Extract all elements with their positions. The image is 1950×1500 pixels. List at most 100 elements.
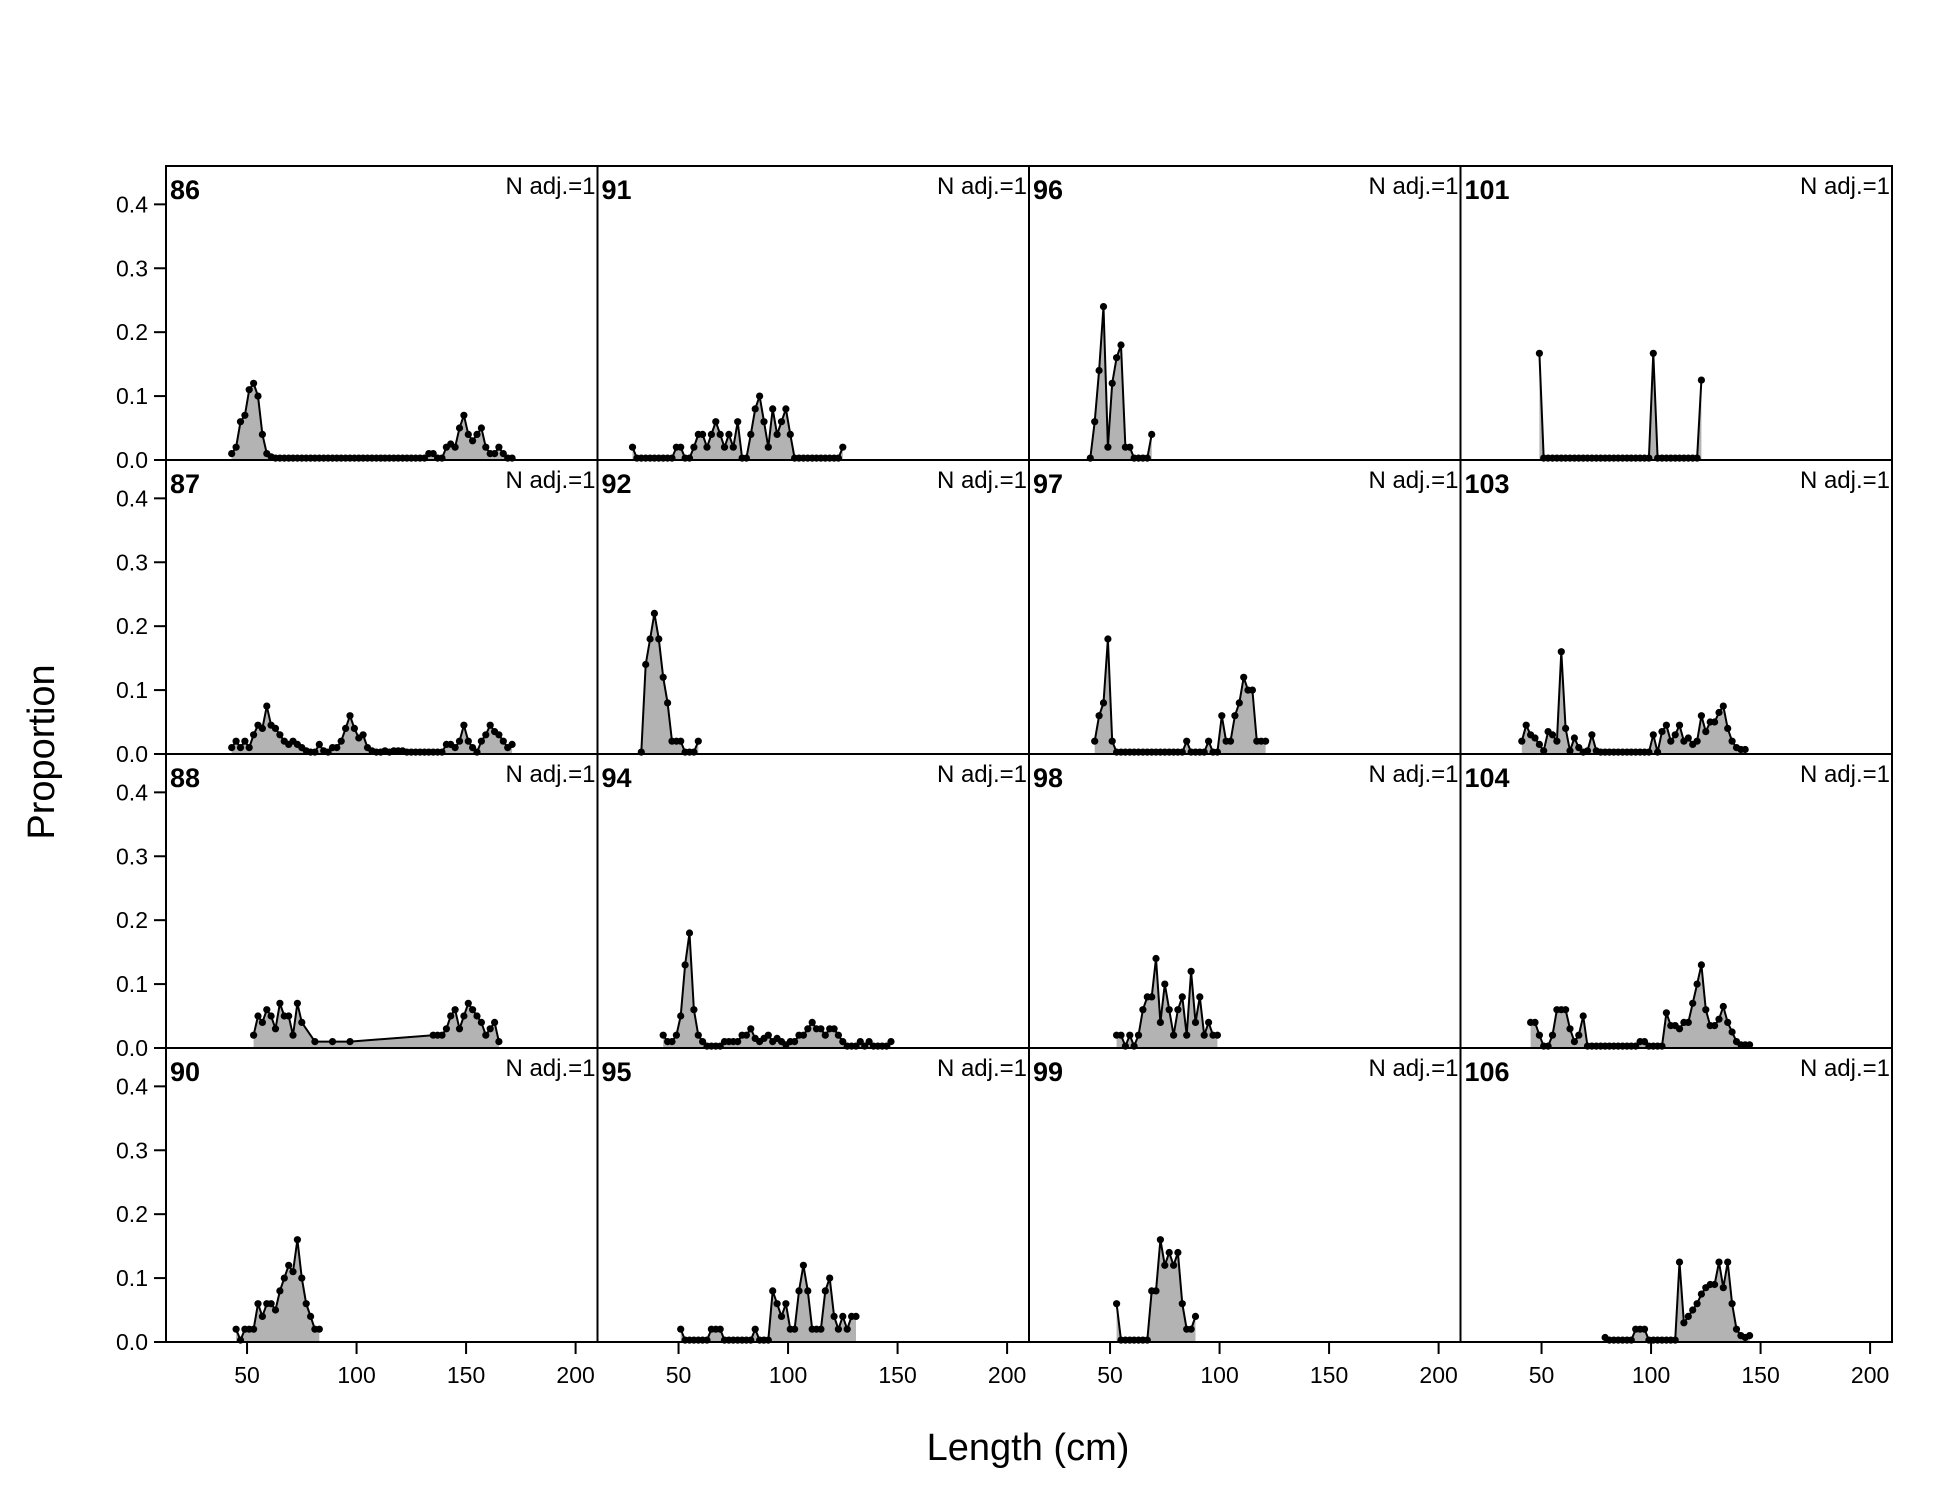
panel-n-adj: N adj.=1 (1800, 761, 1890, 788)
x-axis-title: Length (cm) (927, 1427, 1130, 1469)
data-point (760, 418, 768, 426)
data-point (782, 405, 790, 413)
data-point (1226, 737, 1235, 745)
data-point (1518, 737, 1526, 745)
data-point (245, 744, 253, 752)
data-point (469, 744, 477, 752)
data-point (1588, 731, 1596, 739)
data-point (337, 737, 345, 745)
data-point (491, 1018, 499, 1026)
data-point (473, 1012, 481, 1020)
panel-n-adj: N adj.=1 (505, 761, 595, 788)
panel-label: 86 (170, 175, 200, 205)
data-point (293, 1236, 301, 1244)
data-point (232, 737, 240, 745)
data-point (1715, 1258, 1723, 1266)
panel-frame (165, 459, 599, 755)
data-point (747, 430, 755, 438)
data-point (1575, 744, 1583, 752)
data-point (241, 411, 249, 419)
data-point (773, 430, 781, 438)
data-point (241, 737, 249, 745)
area-fill-96 (1090, 306, 1152, 460)
data-point (455, 737, 464, 745)
data-point (1095, 712, 1103, 720)
data-point (455, 1025, 464, 1033)
panel-92: 92 N adj.=1 (596, 459, 1030, 756)
data-point (821, 1287, 829, 1295)
data-point (1640, 1038, 1649, 1046)
data-point (276, 731, 284, 739)
data-point (1174, 1248, 1182, 1257)
panel-frame (596, 1047, 1030, 1343)
panel-n-adj: N adj.=1 (1368, 1055, 1458, 1082)
panel-label: 90 (170, 1057, 200, 1087)
data-point (460, 411, 468, 419)
data-point (791, 1038, 799, 1046)
y-tick-label: 0.3 (116, 255, 148, 281)
data-point (258, 724, 266, 733)
data-point (254, 1012, 262, 1020)
data-point (346, 1038, 354, 1046)
data-point (804, 1025, 812, 1033)
data-point (1662, 721, 1670, 729)
y-tick-label: 0.4 (116, 1073, 148, 1099)
data-point (315, 740, 323, 749)
data-point (1557, 648, 1565, 656)
panel-n-adj: N adj.=1 (937, 761, 1027, 788)
data-point (677, 1012, 685, 1020)
panel-n-adj: N adj.=1 (937, 173, 1027, 200)
data-point (786, 430, 794, 438)
panel-frame (1459, 1047, 1893, 1343)
data-point (486, 1025, 494, 1033)
panel-88: 88 N adj.=1 (165, 753, 599, 1049)
data-point (342, 724, 350, 733)
x-tick-label: 150 (878, 1362, 916, 1388)
data-point (742, 1031, 751, 1039)
data-point (438, 1031, 446, 1039)
data-point (1091, 418, 1099, 426)
y-tick-label: 0.1 (116, 1265, 148, 1291)
data-point (1570, 734, 1578, 742)
y-tick-label: 0.1 (116, 677, 148, 703)
y-axis-title: Proportion (21, 664, 63, 839)
data-point (834, 1031, 843, 1039)
y-tick-label: 0.3 (116, 549, 148, 575)
data-point (1562, 1006, 1570, 1014)
data-point (1183, 1031, 1191, 1039)
x-tick-label: 50 (234, 1362, 260, 1388)
series-line-94 (662, 932, 892, 1048)
data-point (447, 1012, 455, 1020)
panel-n-adj: N adj.=1 (1368, 173, 1458, 200)
data-point (703, 443, 711, 451)
data-point (1680, 1319, 1688, 1327)
data-point (777, 1312, 786, 1320)
data-point (1566, 747, 1574, 755)
data-point (707, 430, 716, 438)
data-point (659, 1031, 667, 1039)
data-point (1671, 731, 1679, 739)
panel-frame (1459, 753, 1893, 1049)
data-point (1724, 724, 1732, 733)
x-tick-label: 100 (769, 1362, 807, 1388)
panel-98: 98 N adj.=1 (1028, 753, 1462, 1050)
data-point (751, 1325, 759, 1333)
data-point (302, 1300, 310, 1308)
data-point (804, 1287, 812, 1295)
data-point (1711, 718, 1719, 726)
data-point (1174, 1006, 1182, 1014)
data-point (267, 1012, 275, 1020)
data-point (482, 1031, 490, 1039)
data-point (271, 1306, 280, 1314)
data-point (1183, 737, 1191, 745)
data-point (826, 1274, 834, 1282)
panel-label: 99 (1033, 1057, 1063, 1087)
data-point (1675, 1025, 1684, 1033)
data-point (681, 961, 689, 969)
data-point (1091, 737, 1099, 745)
data-point (495, 443, 503, 451)
data-point (469, 437, 477, 445)
data-point (1697, 961, 1705, 969)
y-tick-label: 0.4 (116, 485, 148, 511)
